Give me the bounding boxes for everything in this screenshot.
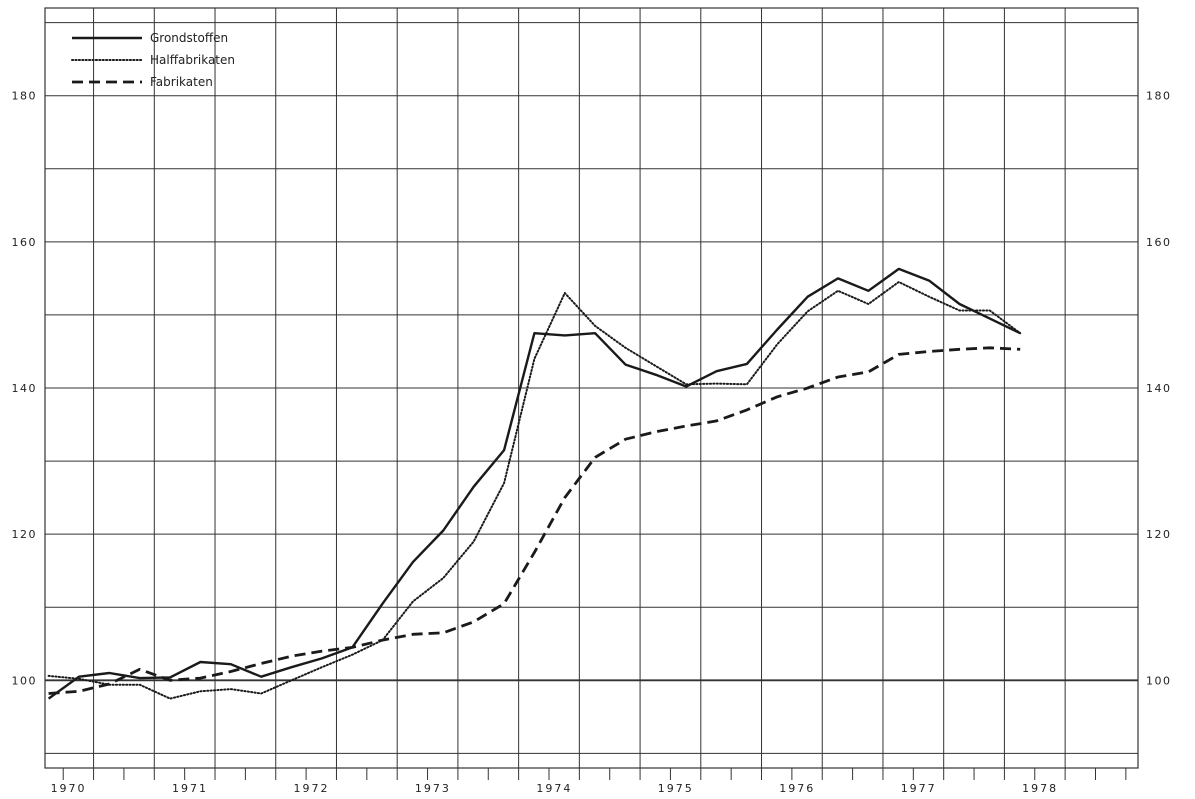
x-tick-label: 1977 — [901, 782, 937, 795]
legend-label-fabrikaten: Fabrikaten — [150, 75, 213, 89]
y-tick-label-right: 120 — [1146, 528, 1172, 541]
x-tick-label: 1971 — [172, 782, 208, 795]
y-tick-label-right: 160 — [1146, 236, 1172, 249]
x-tick-label: 1976 — [779, 782, 815, 795]
series-lines — [47, 267, 1022, 700]
series-line-grondstoffen — [47, 267, 1021, 700]
y-tick-label-right: 180 — [1146, 90, 1172, 103]
x-tick-label: 1975 — [658, 782, 694, 795]
y-tick-label-left: 180 — [12, 90, 38, 103]
y-tick-label-left: 160 — [12, 236, 38, 249]
x-tick-label: 1978 — [1022, 782, 1058, 795]
legend-label-halffabrikaten: Halffabrikaten — [150, 53, 235, 67]
y-tick-label-right: 100 — [1146, 674, 1172, 687]
y-tick-label-left: 140 — [12, 382, 38, 395]
x-tick-label: 1973 — [415, 782, 451, 795]
series-line-fabrikaten — [48, 346, 1021, 695]
y-tick-label-right: 140 — [1146, 382, 1172, 395]
x-tick-label: 1970 — [51, 782, 87, 795]
y-tick-label-left: 100 — [12, 674, 38, 687]
axes: 100 100 120 120 140 140 160 160 180 180 1970 1971 19… — [12, 90, 1172, 795]
grid — [44, 7, 1139, 769]
legend-label-grondstoffen: Grondstoffen — [150, 31, 228, 45]
x-tick-label: 1972 — [293, 782, 329, 795]
series-line-halffabrikaten — [47, 281, 1022, 700]
y-tick-label-left: 120 — [12, 528, 38, 541]
legend: Grondstoffen Halffabrikaten Fabrikaten — [71, 31, 235, 89]
x-tick-label: 1974 — [536, 782, 572, 795]
